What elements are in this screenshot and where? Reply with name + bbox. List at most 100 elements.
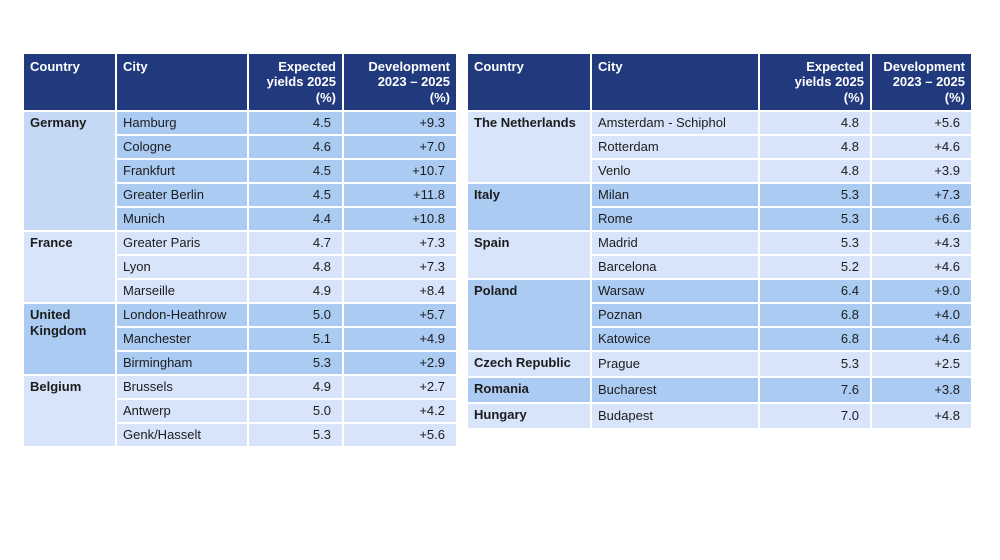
city-cell: Rome: [590, 206, 760, 232]
dev-cell: +2.7: [342, 374, 458, 400]
dev-cell: +5.6: [870, 110, 973, 136]
column-header-expected-yields: Expected yields 2025 (%): [758, 52, 872, 112]
country-cell: Romania: [466, 376, 592, 404]
country-cell: Italy: [466, 182, 592, 232]
city-cell: Prague: [590, 350, 760, 378]
table-row: United Kingdom London-Heathrow 5.0 +5.7: [22, 302, 458, 376]
yield-cell: 4.8: [758, 158, 872, 184]
yield-cell: 5.0: [247, 302, 344, 328]
column-header-country: Country: [466, 52, 592, 112]
yield-cell: 5.2: [758, 254, 872, 280]
city-cell: Lyon: [115, 254, 249, 280]
city-cell: Rotterdam: [590, 134, 760, 160]
column-header-city: City: [115, 52, 249, 112]
dev-cell: +7.3: [870, 182, 973, 208]
city-cell: Budapest: [590, 402, 760, 430]
dev-cell: +7.3: [342, 230, 458, 256]
yield-cell: 4.7: [247, 230, 344, 256]
city-cell: Amsterdam - Schiphol: [590, 110, 760, 136]
table-header: Country City Expected yields 2025 (%) Develop…: [466, 52, 973, 112]
header-line: yields 2025: [794, 74, 864, 90]
table-row: Birmingham 5.3 +2.9: [23, 350, 458, 376]
dev-cell: +4.0: [870, 302, 973, 328]
header-line: (%): [944, 89, 965, 105]
header-line: Development: [368, 59, 450, 74]
dev-cell: +5.7: [342, 302, 458, 328]
table-row: Manchester 5.1 +4.9: [23, 326, 458, 352]
dev-cell: +3.8: [870, 376, 973, 404]
table-row: Poland Warsaw 6.4 +9.0: [466, 278, 973, 352]
column-header-country: Country: [22, 52, 117, 112]
column-header-city: City: [590, 52, 760, 112]
table-row: Greater Berlin 4.5 +11.8: [23, 182, 458, 208]
column-header-expected-yields: Expected yields 2025 (%): [247, 52, 344, 112]
city-cell: Katowice: [590, 326, 760, 352]
dev-cell: +4.6: [870, 326, 973, 352]
header-line: (%): [429, 89, 450, 105]
dev-cell: +4.6: [870, 134, 973, 160]
city-cell: Hamburg: [115, 110, 249, 136]
city-cell: Greater Paris: [115, 230, 249, 256]
table-row: Italy Milan 5.3 +7.3: [466, 182, 973, 232]
table-row: Antwerp 5.0 +4.2: [23, 398, 458, 424]
table-row: Marseille 4.9 +8.4: [23, 278, 458, 304]
table-row: Rome 5.3 +6.6: [467, 206, 973, 232]
yield-cell: 4.8: [758, 110, 872, 136]
table-row: Romania Bucharest 7.6 +3.8: [466, 376, 973, 404]
dev-cell: +3.9: [870, 158, 973, 184]
table-row: Spain Madrid 5.3 +4.3: [466, 230, 973, 280]
dev-cell: +4.9: [342, 326, 458, 352]
yield-cell: 4.5: [247, 110, 344, 136]
city-cell: Munich: [115, 206, 249, 232]
city-cell: Genk/Hasselt: [115, 422, 249, 448]
yield-cell: 6.8: [758, 302, 872, 328]
country-cell: Hungary: [466, 402, 592, 430]
header-line: (%): [843, 89, 864, 105]
city-cell: Frankfurt: [115, 158, 249, 184]
table-row: France Greater Paris 4.7 +7.3: [22, 230, 458, 304]
yield-cell: 5.3: [758, 350, 872, 378]
city-cell: Bucharest: [590, 376, 760, 404]
yield-cell: 7.6: [758, 376, 872, 404]
country-cell: Spain: [466, 230, 592, 280]
table-row: Munich 4.4 +10.8: [23, 206, 458, 232]
dev-cell: +10.8: [342, 206, 458, 232]
city-cell: Milan: [590, 182, 760, 208]
country-cell: Belgium: [22, 374, 117, 448]
country-cell: Germany: [22, 110, 117, 232]
dev-cell: +4.8: [870, 402, 973, 430]
country-cell: The Netherlands: [466, 110, 592, 184]
table-row: Barcelona 5.2 +4.6: [467, 254, 973, 280]
dev-cell: +5.6: [342, 422, 458, 448]
table-row: Hungary Budapest 7.0 +4.8: [466, 402, 973, 430]
yield-cell: 4.8: [758, 134, 872, 160]
yield-cell: 7.0: [758, 402, 872, 430]
yield-cell: 4.6: [247, 134, 344, 160]
yield-cell: 5.3: [758, 230, 872, 256]
table-body: Germany Hamburg 4.5 +9.3 Cologne 4.6 +7.0 Frank…: [22, 110, 458, 448]
yield-cell: 4.5: [247, 182, 344, 208]
city-cell: Marseille: [115, 278, 249, 304]
yield-cell: 5.0: [247, 398, 344, 424]
dev-cell: +4.3: [870, 230, 973, 256]
country-cell: Czech Republic: [466, 350, 592, 378]
yield-cell: 4.4: [247, 206, 344, 232]
dev-cell: +8.4: [342, 278, 458, 304]
yield-cell: 4.9: [247, 278, 344, 304]
yield-cell: 5.3: [758, 182, 872, 208]
dev-cell: +11.8: [342, 182, 458, 208]
yield-cell: 4.8: [247, 254, 344, 280]
dev-cell: +4.6: [870, 254, 973, 280]
dev-cell: +7.3: [342, 254, 458, 280]
city-cell: Birmingham: [115, 350, 249, 376]
city-cell: Cologne: [115, 134, 249, 160]
table-row: Frankfurt 4.5 +10.7: [23, 158, 458, 184]
yields-table-right: Country City Expected yields 2025 (%) Develop…: [466, 52, 973, 430]
dev-cell: +6.6: [870, 206, 973, 232]
header-line: yields 2025: [266, 74, 336, 90]
city-cell: Warsaw: [590, 278, 760, 304]
country-cell: France: [22, 230, 117, 304]
city-cell: Brussels: [115, 374, 249, 400]
city-cell: Madrid: [590, 230, 760, 256]
dev-cell: +4.2: [342, 398, 458, 424]
